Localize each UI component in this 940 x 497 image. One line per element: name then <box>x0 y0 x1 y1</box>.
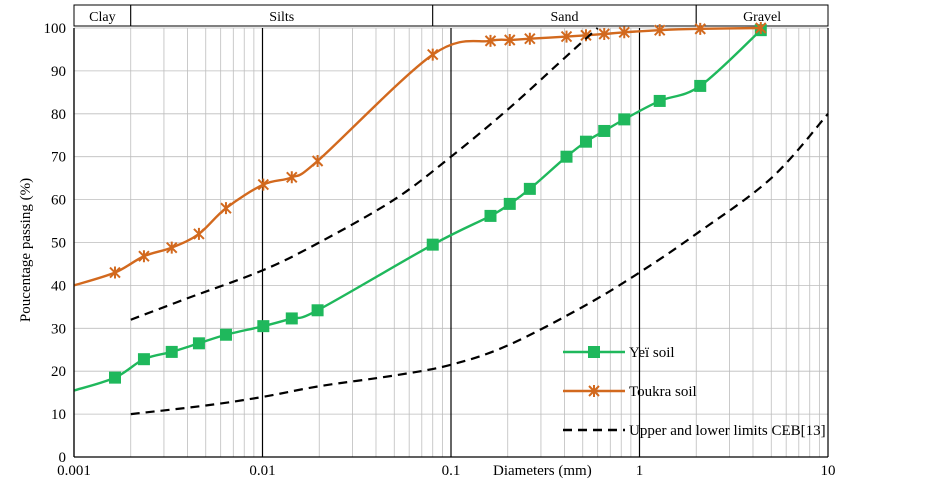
data-point-square <box>484 209 497 222</box>
data-point-square <box>560 150 573 163</box>
series-line-1 <box>73 26 761 287</box>
data-point-star <box>257 178 270 191</box>
data-point-star <box>618 26 630 39</box>
y-tick-label: 60 <box>51 193 66 209</box>
data-point-star <box>166 241 178 254</box>
legend-label: Toukra soil <box>629 384 697 400</box>
data-point-square <box>108 371 121 384</box>
data-point-square <box>618 113 631 126</box>
series-line-3 <box>130 113 829 416</box>
zone-label: Sand <box>550 10 578 25</box>
data-point-square <box>426 238 439 251</box>
data-point-star <box>598 28 610 41</box>
data-point-square <box>598 124 611 137</box>
x-tick-label: 0.001 <box>57 463 91 479</box>
y-tick-label: 90 <box>51 64 66 80</box>
data-point-square <box>192 337 205 350</box>
data-point-square <box>285 312 298 325</box>
data-point-star <box>109 266 121 279</box>
y-axis-label: Poucentage passing (%) <box>18 178 34 322</box>
y-tick-label: 20 <box>51 364 66 380</box>
data-point-star <box>427 48 439 61</box>
data-point-square <box>503 197 516 210</box>
data-point-star <box>484 34 497 47</box>
y-tick-label: 100 <box>44 21 67 37</box>
data-point-star <box>220 202 232 215</box>
zone-label: Silts <box>269 10 294 25</box>
y-tick-label: 10 <box>51 407 66 423</box>
x-tick-label: 0.01 <box>249 463 275 479</box>
legend-label: Upper and lower limits CEB[13] <box>629 423 826 439</box>
data-point-star <box>560 30 573 43</box>
y-tick-label: 0 <box>59 450 67 466</box>
data-point-star <box>311 154 324 167</box>
data-point-star <box>286 171 298 184</box>
series-line-2 <box>130 27 599 321</box>
data-point-square <box>653 94 666 107</box>
y-tick-label: 40 <box>51 278 66 294</box>
y-tick-label: 80 <box>51 107 66 123</box>
x-tick-label: 1 <box>636 463 644 479</box>
legend-marker-square <box>588 346 600 358</box>
data-point-square <box>257 320 270 333</box>
data-point-square <box>694 79 707 92</box>
data-point-square <box>137 353 150 366</box>
x-axis-label: Diameters (mm) <box>493 463 592 479</box>
series-layer <box>73 22 829 416</box>
axes: 0 10 20 30 40 50 60 70 80 90 100 0.001 0.01 0.1 1 10 <box>44 21 836 479</box>
legend-marker-star <box>588 385 600 397</box>
soil-class-band: Clay Silts Sand Gravel <box>73 4 829 27</box>
data-point-star <box>755 22 767 34</box>
y-tick-label: 30 <box>51 321 66 337</box>
minor-gridlines <box>74 27 828 458</box>
zone-label: Gravel <box>743 10 781 25</box>
data-point-square <box>165 345 178 358</box>
data-point-star <box>524 32 536 45</box>
legend: Yeï soil Toukra soil Upper and lower limit… <box>563 345 826 439</box>
data-point-star <box>138 250 150 263</box>
y-tick-label: 50 <box>51 236 66 252</box>
data-point-square <box>579 135 592 148</box>
data-point-star <box>654 24 666 37</box>
x-tick-label: 10 <box>821 463 836 479</box>
data-point-square <box>219 328 232 341</box>
data-point-square <box>523 182 536 195</box>
legend-label: Yeï soil <box>629 345 675 361</box>
data-point-star <box>193 227 205 240</box>
x-tick-label: 0.1 <box>442 463 461 479</box>
y-tick-label: 70 <box>51 150 66 166</box>
data-point-star <box>504 34 516 47</box>
data-point-star <box>694 22 706 35</box>
data-point-square <box>311 304 324 317</box>
zone-label: Clay <box>89 10 115 25</box>
